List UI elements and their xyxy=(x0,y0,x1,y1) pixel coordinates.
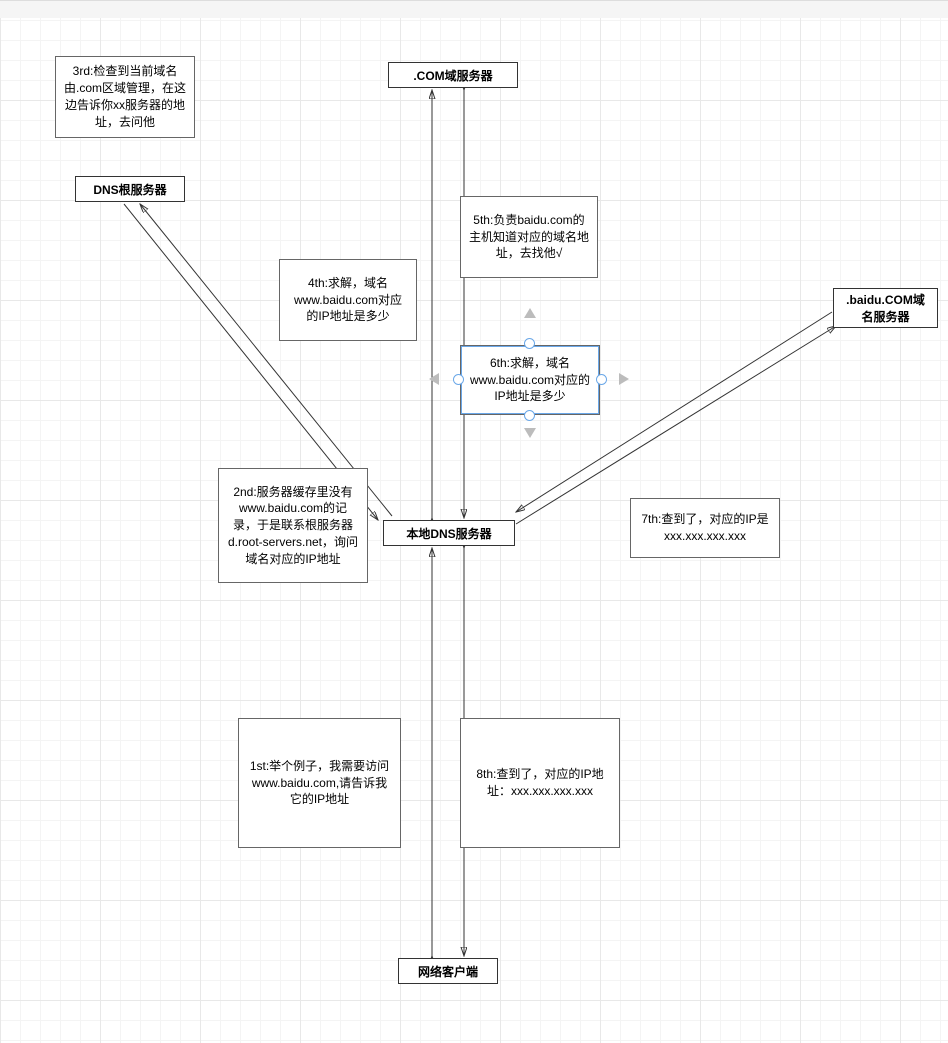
connect-handle-w[interactable] xyxy=(429,373,439,385)
node-local-dns[interactable]: 本地DNS服务器 xyxy=(383,520,515,546)
label-step4[interactable]: 4th:求解，域名www.baidu.com对应的IP地址是多少 xyxy=(279,259,417,341)
label-step7[interactable]: 7th:查到了，对应的IP是xxx.xxx.xxx.xxx xyxy=(630,498,780,558)
label-step5[interactable]: 5th:负责baidu.com的主机知道对应的域名地址，去找他√ xyxy=(460,196,598,278)
label-step1[interactable]: 1st:举个例子，我需要访问www.baidu.com,请告诉我它的IP地址 xyxy=(238,718,401,848)
node-com-server[interactable]: .COM域服务器 xyxy=(388,62,518,88)
connect-handle-e[interactable] xyxy=(619,373,629,385)
label-step2[interactable]: 2nd:服务器缓存里没有www.baidu.com的记录，于是联系根服务器d.r… xyxy=(218,468,368,583)
node-baidu-server[interactable]: .baidu.COM域名服务器 xyxy=(833,288,938,328)
node-client[interactable]: 网络客户端 xyxy=(398,958,498,984)
selection-handle-s[interactable] xyxy=(524,410,535,421)
connect-handle-n[interactable] xyxy=(524,308,536,318)
label-step3[interactable]: 3rd:检查到当前域名由.com区域管理，在这边告诉你xx服务器的地址，去问他 xyxy=(55,56,195,138)
diagram-canvas[interactable]: DNS根服务器 .COM域服务器 .baidu.COM域名服务器 本地DNS服务… xyxy=(0,0,948,1043)
label-step6[interactable]: 6th:求解，域名www.baidu.com对应的IP地址是多少 xyxy=(460,345,600,415)
connect-handle-s[interactable] xyxy=(524,428,536,438)
selection-handle-e[interactable] xyxy=(596,374,607,385)
node-root-dns[interactable]: DNS根服务器 xyxy=(75,176,185,202)
selection-handle-w[interactable] xyxy=(453,374,464,385)
label-step8[interactable]: 8th:查到了，对应的IP地址：xxx.xxx.xxx.xxx xyxy=(460,718,620,848)
selection-handle-n[interactable] xyxy=(524,338,535,349)
